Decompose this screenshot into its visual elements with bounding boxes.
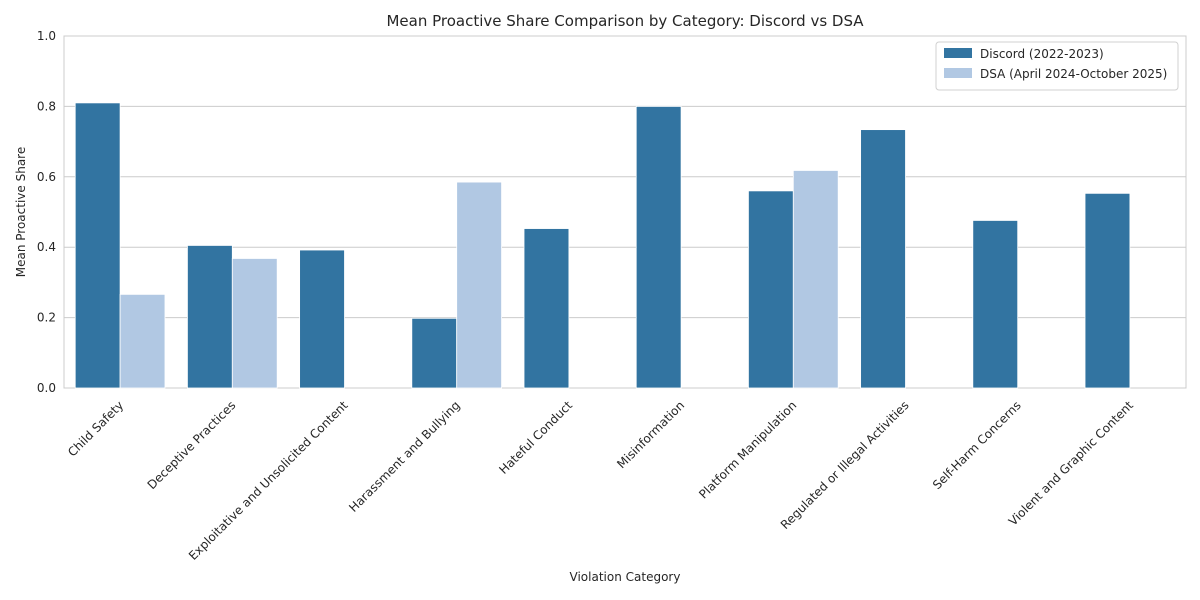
bar-dsa <box>792 170 839 389</box>
x-axis-label: Violation Category <box>570 570 681 584</box>
legend: Discord (2022-2023) DSA (April 2024-Octo… <box>935 41 1179 91</box>
x-tick-label: Misinformation <box>614 398 687 471</box>
x-tick-label: Deceptive Practices <box>145 398 239 492</box>
y-tick-label: 0.4 <box>37 240 56 254</box>
x-tick-label: Child Safety <box>65 398 126 459</box>
bar-dsa <box>456 181 502 389</box>
legend-swatch-dsa <box>944 68 972 78</box>
x-tick-label: Harassment and Bullying <box>346 398 463 515</box>
y-tick-label: 0.2 <box>37 311 56 325</box>
legend-label-discord: Discord (2022-2023) <box>980 47 1104 61</box>
bar-discord <box>748 190 794 389</box>
bar-discord <box>74 102 121 389</box>
legend-box <box>935 41 1179 91</box>
x-tick-label: Hateful Conduct <box>496 398 575 477</box>
bar-discord <box>523 228 570 389</box>
chart-title: Mean Proactive Share Comparison by Categ… <box>386 12 864 30</box>
bar-discord <box>635 106 682 389</box>
bar-dsa <box>119 293 166 389</box>
bar-discord <box>411 317 458 389</box>
bar-discord <box>860 129 906 389</box>
y-tick-label: 0.8 <box>37 99 56 113</box>
bar-discord <box>299 249 345 389</box>
bar-discord <box>1084 192 1131 389</box>
y-tick-label: 0.0 <box>37 381 56 395</box>
bar-discord <box>972 220 1019 389</box>
bar-dsa <box>231 258 278 389</box>
bars <box>74 102 1131 389</box>
y-tick-label: 0.6 <box>37 170 56 184</box>
legend-label-dsa: DSA (April 2024-October 2025) <box>980 67 1167 81</box>
y-axis-ticks: 0.0 0.2 0.4 0.6 0.8 1.0 <box>37 29 56 395</box>
plot-area <box>63 35 1187 389</box>
y-axis-label: Mean Proactive Share <box>14 147 28 277</box>
x-tick-label: Regulated or Illegal Activities <box>778 398 912 532</box>
y-tick-label: 1.0 <box>37 29 56 43</box>
x-axis-ticks: Child Safety Deceptive PracticesExploitat… <box>65 398 1136 563</box>
x-tick-label: Platform Manipulation <box>696 398 799 501</box>
x-tick-label: Self-Harm Concerns <box>930 398 1024 492</box>
legend-swatch-discord <box>944 48 972 58</box>
x-tick-label: Violent and Graphic Content <box>1006 398 1136 528</box>
bar-discord <box>187 245 233 389</box>
